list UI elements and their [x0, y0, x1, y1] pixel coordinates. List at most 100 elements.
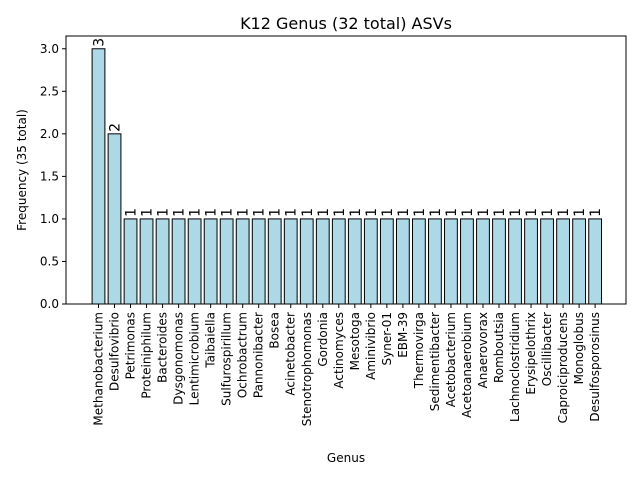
- bar: [444, 218, 458, 305]
- bar: [171, 218, 186, 305]
- bar-value-label: 1: [540, 208, 556, 217]
- bar: [315, 218, 330, 305]
- bars-group: [91, 48, 603, 305]
- bar: [395, 218, 410, 305]
- x-tick-label: Proteiniphilum: [140, 312, 154, 399]
- bar-value-label: 1: [188, 208, 204, 217]
- x-tick-label: Romboutsia: [492, 312, 506, 383]
- bar: [123, 218, 138, 305]
- bar: [524, 218, 538, 305]
- x-tick-label: Actinomyces: [332, 312, 346, 389]
- x-tick-label: Mesotoga: [348, 312, 362, 370]
- x-tick-label: Syner-01: [380, 312, 394, 365]
- bar-value-label: 1: [220, 208, 236, 217]
- y-tick-label: 1.5: [40, 169, 59, 183]
- y-axis-ticks: 0.0 0.5 1.0 1.5 2.0 2.5 3.0: [40, 42, 66, 311]
- bar: [492, 218, 506, 305]
- bar: [203, 218, 218, 305]
- bar-value-label: 1: [428, 208, 444, 217]
- x-tick-label: Methanobacterium: [92, 312, 106, 426]
- y-tick-label: 0.0: [40, 297, 59, 311]
- bar: [412, 218, 426, 305]
- bar-value-label: 1: [268, 208, 284, 217]
- bar-value-label: 1: [156, 208, 172, 217]
- y-tick-label: 3.0: [40, 42, 59, 56]
- bar-value-label: 1: [124, 208, 140, 217]
- bar-value-label: 1: [476, 208, 492, 217]
- bar: [283, 218, 298, 305]
- x-tick-label: Erysipelothrix: [524, 312, 538, 395]
- x-tick-label: Anaerovorax: [476, 312, 490, 388]
- bar: [331, 218, 346, 305]
- x-tick-label: Sulfurospirillum: [220, 312, 234, 406]
- bar: [508, 218, 522, 305]
- bar: [219, 218, 234, 305]
- x-tick-label: Bosea: [268, 312, 282, 349]
- x-tick-label: Thermovirga: [412, 312, 426, 389]
- bar-value-label: 1: [492, 208, 508, 217]
- y-tick-label: 2.5: [40, 84, 59, 98]
- bar-value-label: 1: [556, 208, 572, 217]
- chart-title: K12 Genus (32 total) ASVs: [240, 14, 452, 33]
- x-tick-label: Lentimicrobium: [188, 312, 202, 405]
- y-tick-label: 0.5: [40, 254, 59, 268]
- x-tick-label: Lachnoclostridium: [508, 312, 522, 422]
- bar-value-label: 1: [348, 208, 364, 217]
- bar: [460, 218, 474, 305]
- x-tick-label: Sedimentibacter: [428, 312, 442, 411]
- bar-labels-group: 321 1 1 1 1 1 1 1 1 1 1 1 1 1 1 1 1 1 1 1 1 1 1 1 1 1 1 1 1 1: [92, 38, 605, 217]
- x-tick-label: Petrimonas: [124, 312, 138, 379]
- bar-value-label: 1: [204, 208, 220, 217]
- x-axis-ticks: Methanobacterium Desulfovibrio Petrimonas P…: [92, 304, 602, 426]
- bar-value-label: 1: [140, 208, 156, 217]
- bar-value-label: 1: [524, 208, 540, 217]
- bar-value-label: 1: [252, 208, 268, 217]
- x-tick-label: Oscillibacter: [540, 312, 554, 386]
- x-tick-label: Aminivibrio: [364, 312, 378, 380]
- bar-value-label: 1: [300, 208, 316, 217]
- bar-value-label: 1: [508, 208, 524, 217]
- bar: [187, 218, 202, 305]
- x-tick-label: Bacteroides: [156, 312, 170, 383]
- x-tick-label: Monoglobus: [572, 312, 586, 384]
- bar: [139, 218, 154, 305]
- bar: [588, 218, 603, 305]
- bar: [363, 218, 378, 305]
- bar: [572, 218, 587, 305]
- bar: [267, 218, 282, 305]
- bar-value-label: 1: [332, 208, 348, 217]
- bar-value-label: 2: [108, 123, 124, 132]
- plot-area: [65, 35, 627, 305]
- bar-value-label: 1: [572, 208, 588, 217]
- bar-value-label: 1: [396, 208, 412, 217]
- bar: [540, 218, 554, 305]
- x-tick-label: Taibaiella: [204, 312, 218, 369]
- bar-value-label: 1: [172, 208, 188, 217]
- x-tick-label: Pannonibacter: [252, 312, 266, 398]
- bar-value-label: 1: [284, 208, 300, 217]
- x-tick-label: Dysgonomonas: [172, 312, 186, 405]
- y-axis-label: Frequency (35 total): [15, 109, 29, 231]
- y-tick-label: 2.0: [40, 127, 59, 141]
- bar-value-label: 1: [412, 208, 428, 217]
- bar: [428, 218, 442, 305]
- bar-value-label: 1: [588, 208, 604, 217]
- x-tick-label: Acetobacterium: [444, 312, 458, 407]
- x-tick-label: Desulfovibrio: [108, 312, 122, 391]
- bar-value-label: 1: [380, 208, 396, 217]
- bar: [251, 218, 266, 305]
- bar-value-label: 1: [236, 208, 252, 217]
- bar-value-label: 3: [92, 38, 108, 47]
- x-tick-label: Gordonia: [316, 312, 330, 367]
- bar-value-label: 1: [364, 208, 380, 217]
- x-tick-label: EBM-39: [396, 312, 410, 358]
- bar: [107, 133, 122, 305]
- bar-value-label: 1: [316, 208, 332, 217]
- x-tick-label: Ochrobactrum: [236, 312, 250, 398]
- bar: [379, 218, 394, 305]
- bar: [556, 218, 570, 305]
- bar: [299, 218, 314, 305]
- x-axis-label: Genus: [327, 451, 365, 465]
- y-tick-label: 1.0: [40, 212, 59, 226]
- bar: [91, 48, 106, 305]
